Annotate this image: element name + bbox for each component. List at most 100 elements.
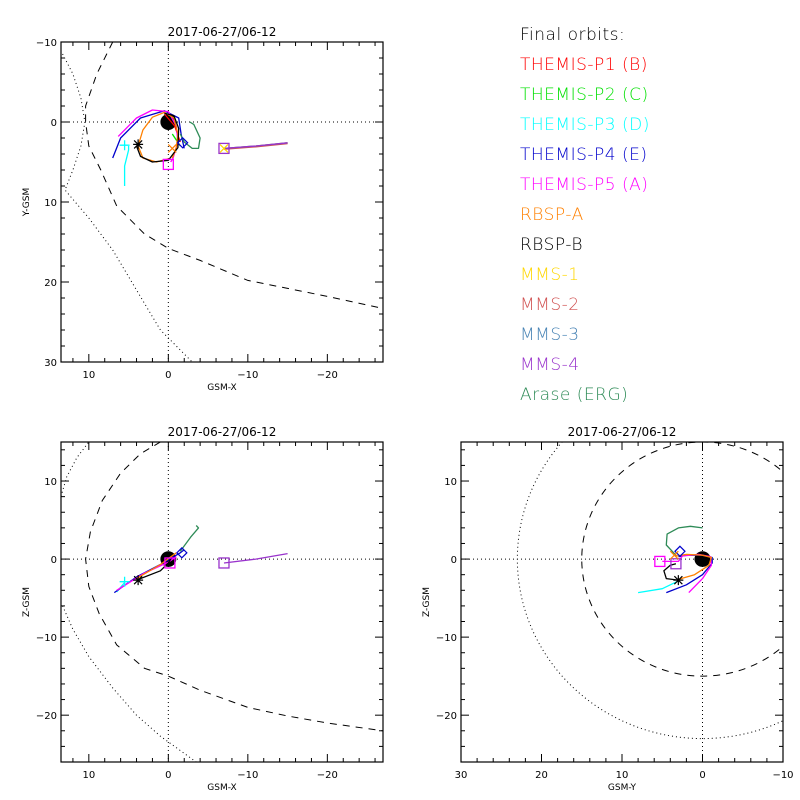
legend-entry: MMS-1	[520, 265, 580, 285]
y-tick-label: 10	[44, 198, 57, 209]
legend-title: Final orbits:	[520, 25, 626, 45]
x-axis-label: GSM-Y	[608, 783, 637, 793]
y-tick-label: 10	[444, 477, 457, 488]
x-tick-label: 10	[616, 770, 629, 781]
x-tick-label: −10	[237, 370, 258, 381]
x-tick-label: −10	[772, 770, 793, 781]
square-marker	[670, 558, 682, 570]
x-axis-label: GSM-X	[207, 383, 236, 393]
square-marker	[218, 142, 230, 155]
y-axis-label: Z-GSM	[22, 587, 32, 617]
square-marker	[654, 555, 666, 568]
plot-area	[61, 442, 383, 762]
plot-panel: 10 0 −10 −20 10 0 −10 −20 2017-06-27/06-12 GSM-X Z…	[22, 425, 384, 793]
y-tick-label: −10	[36, 38, 57, 49]
magnetopause-boundary	[516, 442, 783, 740]
orbit-line	[637, 580, 679, 594]
y-tick-label: 30	[44, 358, 57, 369]
x-tick-label: 0	[165, 770, 171, 781]
orbit-marker-asterisk	[133, 575, 144, 586]
magnetopause-boundary	[62, 53, 193, 362]
orbit-marker-x	[219, 143, 229, 153]
legend-entry: THEMIS-P1 (B)	[520, 55, 648, 75]
x-tick-label: 20	[535, 770, 548, 781]
orbit-marker-x	[167, 143, 177, 153]
orbit-line	[123, 146, 130, 186]
y-tick-label: 0	[451, 555, 457, 566]
orbit-line	[223, 142, 288, 150]
orbit-line	[663, 563, 679, 581]
orbit-line	[671, 550, 713, 581]
diamond-marker	[674, 545, 686, 558]
legend-entry: THEMIS-P5 (A)	[520, 175, 649, 195]
square-marker	[162, 158, 174, 171]
orbit-marker-square	[654, 555, 666, 568]
orbit-line	[223, 552, 288, 564]
bow-shock-boundary	[85, 42, 383, 309]
y-tick-label: 0	[51, 118, 57, 129]
orbit-marker-square	[162, 158, 174, 171]
plot-panel: 30 20 10 0 −10 10 0 −10 −20 2017-06-27/06-12 GSM-Y…	[422, 425, 794, 793]
square-marker	[218, 557, 230, 569]
y-tick-label: −10	[36, 633, 57, 644]
bow-shock-boundary	[85, 442, 383, 732]
plus-marker	[119, 140, 130, 151]
legend-entry: RBSP-B	[520, 235, 583, 255]
legend-entry: THEMIS-P4 (E)	[520, 145, 648, 165]
orbit-marker-diamond	[176, 136, 189, 149]
orbit-marker-square	[218, 557, 230, 569]
plot-title: 2017-06-27/06-12	[168, 25, 277, 39]
x-tick-label: −10	[237, 770, 258, 781]
orbit-marker-x	[669, 550, 679, 560]
plot-frame	[460, 441, 784, 763]
x-tick-label: 0	[699, 770, 705, 781]
x-marker	[167, 143, 177, 153]
orbit-line	[665, 525, 703, 556]
diamond-marker	[176, 546, 188, 559]
y-tick-label: −20	[36, 711, 57, 722]
plot-title: 2017-06-27/06-12	[168, 425, 277, 439]
plot-area	[61, 42, 383, 362]
y-tick-label: 0	[51, 555, 57, 566]
asterisk-marker	[133, 139, 144, 150]
orbit-line	[179, 525, 200, 552]
y-tick-label: 20	[44, 278, 57, 289]
orbit-marker-diamond	[674, 545, 686, 558]
plus-marker	[119, 576, 130, 587]
plot-title: 2017-06-27/06-12	[568, 425, 677, 439]
x-tick-label: 10	[82, 370, 95, 381]
plot-panel: 10 0 −10 −20 −10 0 10 20 30 2017-06-27/06-12 GSM-X…	[22, 25, 384, 393]
earth-disc	[694, 551, 711, 567]
orbit-marker-asterisk	[673, 575, 684, 586]
orbit-marker-diamond	[176, 546, 188, 559]
orbit-line	[223, 142, 288, 150]
orbit-line	[116, 556, 177, 591]
orbit-marker-square	[670, 558, 682, 570]
orbit-marker-square	[164, 557, 176, 569]
y-tick-label: 10	[44, 477, 57, 488]
y-axis-label: Z-GSM	[422, 587, 432, 617]
orbit-marker-asterisk	[133, 139, 144, 150]
y-tick-label: −10	[436, 633, 457, 644]
legend-entry: MMS-4	[520, 355, 580, 375]
orbit-line	[179, 121, 201, 150]
asterisk-marker	[673, 575, 684, 586]
orbit-line	[135, 112, 180, 163]
asterisk-marker	[133, 575, 144, 586]
plot-frame	[60, 441, 384, 763]
plot-area	[461, 442, 783, 762]
bow-shock-boundary	[581, 442, 783, 677]
magnetopause-boundary	[61, 442, 90, 497]
x-marker	[669, 550, 679, 560]
orbit-marker-plus	[119, 140, 130, 151]
x-tick-label: −20	[317, 770, 338, 781]
legend-entry: THEMIS-P3 (D)	[520, 115, 650, 135]
legend-entry: THEMIS-P2 (C)	[520, 85, 649, 105]
orbit-marker-plus	[119, 576, 130, 587]
plot-frame	[60, 41, 384, 363]
y-axis-label: Y-GSM	[22, 188, 32, 217]
diamond-marker	[176, 136, 189, 149]
x-tick-label: 30	[455, 770, 468, 781]
legend-entry: RBSP-A	[520, 205, 584, 225]
